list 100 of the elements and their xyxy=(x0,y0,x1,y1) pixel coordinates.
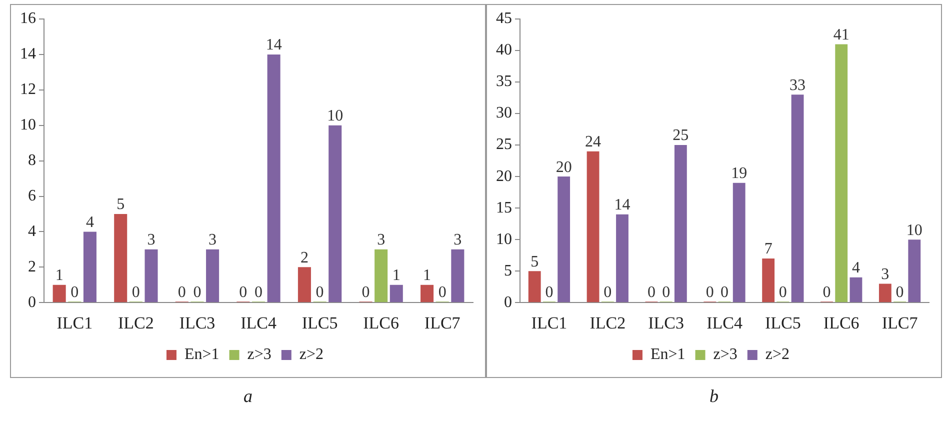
y-tick-label: 0 xyxy=(28,294,36,311)
bar xyxy=(83,232,96,302)
x-tick-label: ILC7 xyxy=(882,313,918,332)
data-label: 0 xyxy=(132,284,140,301)
data-label: 1 xyxy=(392,267,400,284)
y-tick-label: 30 xyxy=(496,104,512,122)
bar xyxy=(420,284,434,302)
legend-label: En>1 xyxy=(650,346,686,364)
legend-label: En>1 xyxy=(184,346,220,364)
data-label: 0 xyxy=(178,284,186,301)
data-label: 25 xyxy=(672,127,689,144)
data-label: 0 xyxy=(647,284,656,301)
bar xyxy=(144,249,158,302)
x-tick-label: ILC4 xyxy=(240,313,277,332)
bar xyxy=(791,94,804,302)
y-tick-label: 5 xyxy=(504,262,512,280)
bar xyxy=(908,240,921,302)
data-label: 0 xyxy=(896,284,904,301)
x-tick-label: ILC1 xyxy=(531,313,568,332)
y-tick-label: 4 xyxy=(28,222,36,240)
y-tick-label: 20 xyxy=(496,168,512,185)
data-label: 0 xyxy=(362,284,370,301)
data-label: 14 xyxy=(614,196,630,214)
data-label: 3 xyxy=(147,232,156,249)
x-tick-label: ILC3 xyxy=(648,313,684,332)
data-label: 0 xyxy=(70,284,79,301)
data-label: 4 xyxy=(86,214,94,231)
x-tick-label: ILC6 xyxy=(823,313,860,332)
bar xyxy=(528,271,541,302)
data-label: 3 xyxy=(881,266,890,283)
data-label: 33 xyxy=(790,76,806,94)
data-label: 1 xyxy=(423,267,432,284)
data-label: 0 xyxy=(706,284,714,301)
bar xyxy=(451,249,464,302)
data-label: 0 xyxy=(662,284,670,301)
y-tick-label: 12 xyxy=(20,81,36,98)
bar xyxy=(328,125,342,302)
data-label: 0 xyxy=(545,284,554,301)
data-label: 14 xyxy=(266,36,282,54)
data-label: 10 xyxy=(906,222,922,239)
data-label: 3 xyxy=(454,232,462,249)
y-tick-label: 25 xyxy=(496,136,512,154)
data-label: 3 xyxy=(208,232,217,249)
y-tick-label: 40 xyxy=(496,42,512,59)
x-tick-label: ILC2 xyxy=(118,313,154,332)
data-label: 0 xyxy=(254,284,262,301)
x-tick-label: ILC6 xyxy=(363,313,400,332)
data-label: 0 xyxy=(438,284,446,301)
x-tick-label: ILC5 xyxy=(764,313,801,332)
bar xyxy=(674,145,687,302)
x-tick-label: ILC2 xyxy=(590,313,626,332)
x-tick-label: ILC1 xyxy=(56,313,93,332)
data-label: 41 xyxy=(833,26,850,44)
y-tick-label: 2 xyxy=(28,258,36,276)
bar xyxy=(374,249,388,302)
data-label: 0 xyxy=(822,284,831,301)
bar xyxy=(206,249,220,302)
y-tick-label: 10 xyxy=(496,230,512,248)
data-label: 0 xyxy=(239,284,248,301)
y-tick-label: 0 xyxy=(504,294,512,311)
x-tick-label: ILC5 xyxy=(302,313,338,332)
bar xyxy=(762,258,775,302)
data-label: 0 xyxy=(778,284,787,301)
data-label: 0 xyxy=(604,284,612,301)
data-label: 3 xyxy=(377,232,386,249)
x-tick-label: ILC3 xyxy=(179,313,216,332)
data-label: 4 xyxy=(852,260,860,277)
data-label: 5 xyxy=(116,196,125,214)
data-label: 5 xyxy=(530,253,539,270)
data-label: 2 xyxy=(300,249,308,266)
text: b xyxy=(708,386,720,407)
y-tick-label: 14 xyxy=(20,46,36,63)
bar xyxy=(558,176,570,302)
y-tick-label: 10 xyxy=(20,116,36,134)
bar xyxy=(878,284,892,302)
y-tick-label: 8 xyxy=(28,152,36,170)
bar xyxy=(267,54,280,302)
data-label: 10 xyxy=(327,108,344,125)
bar xyxy=(850,277,862,302)
y-tick-label: 16 xyxy=(20,10,36,28)
data-label: 7 xyxy=(764,240,772,258)
legend-label: z>3 xyxy=(713,346,738,364)
data-label: 19 xyxy=(731,165,748,182)
bar xyxy=(52,284,66,302)
data-label: 1 xyxy=(55,267,64,284)
bar xyxy=(732,182,746,302)
data-label: 24 xyxy=(585,134,602,151)
y-tick-label: 35 xyxy=(496,73,512,90)
y-tick-label: 15 xyxy=(496,199,512,216)
bar xyxy=(298,267,311,302)
bar xyxy=(835,44,848,302)
x-tick-label: ILC7 xyxy=(424,313,461,332)
text: a xyxy=(242,386,254,407)
y-tick-label: 45 xyxy=(496,10,512,28)
bar xyxy=(586,151,600,302)
bar xyxy=(616,214,628,302)
legend-label: z>2 xyxy=(765,346,790,364)
x-tick-label: ILC4 xyxy=(706,313,743,332)
data-label: 0 xyxy=(720,284,728,301)
legend-label: z>2 xyxy=(299,346,324,364)
